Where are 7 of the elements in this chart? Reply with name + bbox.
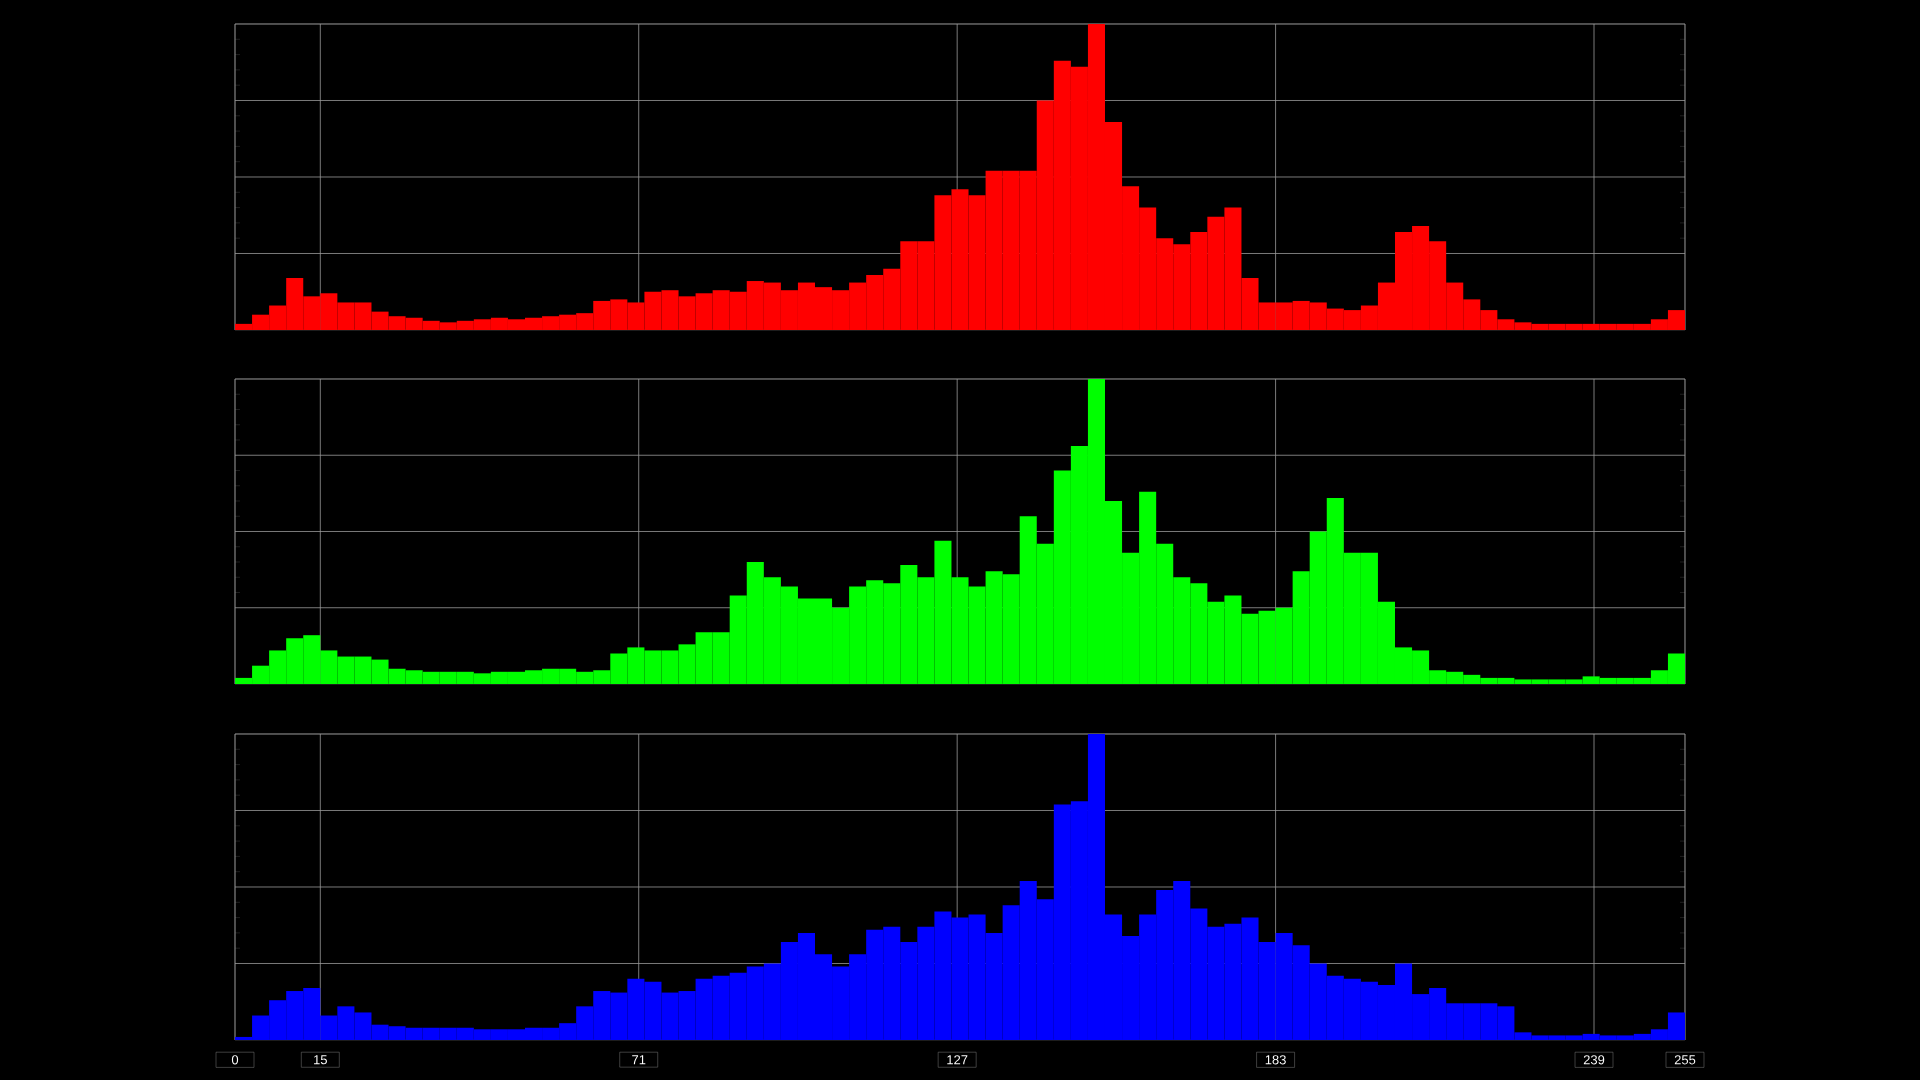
x-tick-label: 183 [1265, 1055, 1286, 1065]
x-tick-label: 15 [314, 1055, 327, 1065]
x-tick-label: 127 [947, 1055, 968, 1065]
x-tick-label: 239 [1583, 1055, 1605, 1065]
x-tick-label: 255 [1674, 1055, 1696, 1065]
x-tick-label: 0 [231, 1055, 239, 1065]
x-tick-label: 71 [632, 1055, 646, 1065]
